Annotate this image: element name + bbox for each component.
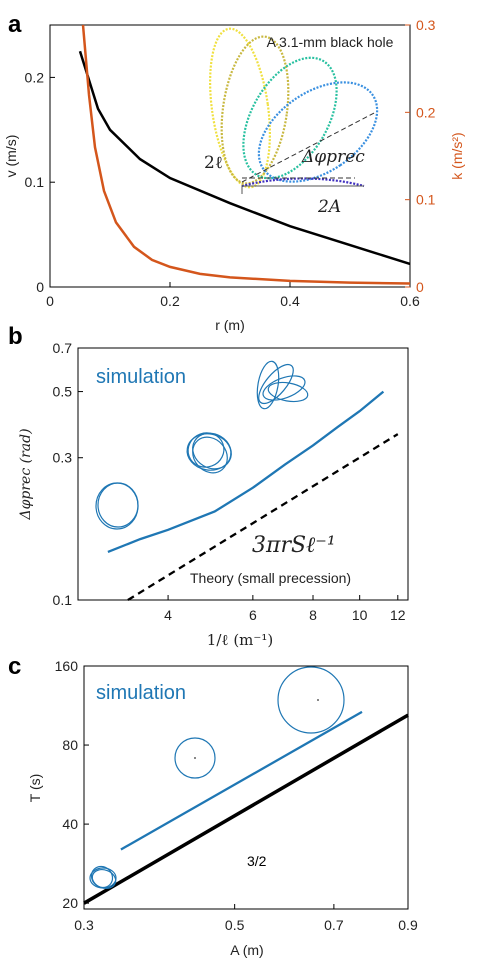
panel-a-chart: 0 0.2 0.4 0.600.10.200.10.20.3 r (m) v (m/s…: [3, 17, 465, 333]
y-tick-label: 0: [36, 279, 44, 295]
x-tick-label: 4: [164, 607, 172, 623]
x-tick-label: 0: [46, 293, 54, 309]
panel-b-xlabel: 1/ℓ (m⁻¹): [207, 631, 273, 649]
y2-tick-label: 0.2: [416, 104, 436, 120]
y2-tick-label: 0: [416, 279, 424, 295]
x-tick-label: 0.3: [74, 917, 94, 933]
x-tick-label: 0.7: [324, 917, 344, 933]
y-tick-label: 0.1: [53, 592, 73, 608]
panel-c-xlabel: A (m): [230, 942, 263, 958]
panel-c-letter: c: [8, 653, 21, 680]
x-tick-label: 0.9: [398, 917, 418, 933]
inset-label-2l: 2ℓ: [204, 153, 223, 173]
panel-b-chart: 4 6 8 10 12 0.1 0.3 0.5 0.7 1/ℓ (m⁻¹) Δφprec (ra…: [18, 340, 409, 649]
x-tick-label: 10: [352, 607, 368, 623]
panel-b-theory-formula: 3πrSℓ⁻¹: [252, 533, 336, 558]
x-tick-label: 0.4: [280, 293, 300, 309]
y-tick-label: 20: [62, 895, 78, 911]
y-tick-label: 0.7: [53, 340, 73, 356]
panel-b-theory-label: Theory (small precession): [190, 570, 351, 586]
panel-a-letter: a: [8, 11, 22, 38]
inset-label-dphi: Δφprec: [301, 147, 365, 167]
panel-a-y2label: k (m/s²): [449, 132, 465, 179]
panel-c-slope-label: 3/2: [247, 853, 267, 869]
y-tick-label: 0.1: [25, 174, 45, 190]
series-simulation-line: [120, 710, 363, 851]
panel-c-ylabel: T (s): [27, 774, 43, 803]
x-tick-label: 12: [390, 607, 406, 623]
x-tick-label: 6: [249, 607, 257, 623]
y-tick-label: 80: [62, 737, 78, 753]
y-tick-label: 0.5: [53, 384, 73, 400]
series-slope-line: [83, 713, 409, 905]
panel-b-axes-box: [77, 347, 409, 601]
panel-c-orbit-centers: [194, 699, 319, 759]
panel-b-sim-label: simulation: [96, 366, 186, 388]
panel-a-ylabel: v (m/s): [3, 135, 19, 178]
y-tick-label: 160: [55, 658, 79, 674]
panel-b-orbit-insets: [95, 360, 309, 530]
series-theory-line: [127, 433, 399, 601]
panel-b-letter: b: [8, 323, 23, 350]
y-tick-label: 0.3: [53, 450, 73, 466]
series-k-line: [81, 24, 411, 285]
panel-a-xlabel: r (m): [215, 317, 245, 333]
x-tick-label: 0.5: [225, 917, 245, 933]
series-simulation-line: [107, 390, 385, 553]
orbit-inset: [209, 27, 379, 194]
series-velocity-line: [78, 50, 411, 266]
x-tick-label: 8: [309, 607, 317, 623]
panel-c-orbit-insets: [89, 666, 345, 890]
y-tick-label: 40: [62, 816, 78, 832]
panel-b-ylabel: Δφprec (rad): [18, 428, 34, 520]
panel-c-sim-label: simulation: [96, 682, 186, 704]
panel-a-axes-box: [49, 24, 411, 288]
panel-c-chart: 0.3 0.5 0.7 0.9 20 40 80 160 A (m) T (s) simula…: [27, 658, 418, 958]
inset-annotation: A 3.1-mm black hole: [267, 34, 394, 50]
y-tick-label: 0.2: [25, 69, 45, 85]
inset-label-2A: 2A: [317, 197, 341, 217]
x-tick-label: 0.2: [160, 293, 180, 309]
y2-tick-label: 0.3: [416, 17, 436, 33]
panel-c-axes-box: [83, 665, 409, 910]
x-tick-label: 0.6: [400, 293, 420, 309]
y2-tick-label: 0.1: [416, 192, 436, 208]
